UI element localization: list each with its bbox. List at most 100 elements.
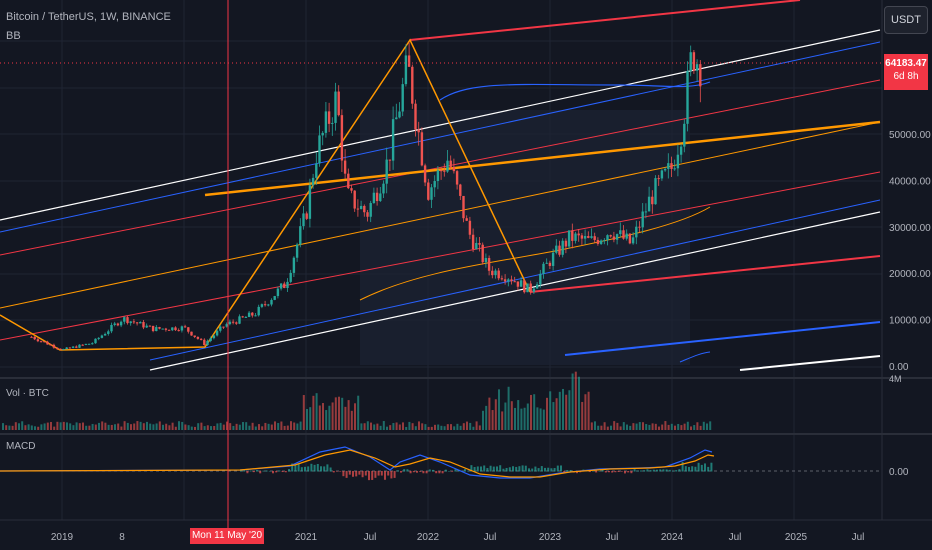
channel-white-lower[interactable] xyxy=(149,211,881,371)
bb-indicator-label[interactable]: BB xyxy=(6,30,21,42)
candle-body xyxy=(97,337,100,339)
volume-bar xyxy=(331,402,334,430)
macd-bar xyxy=(339,471,342,472)
macd-bar xyxy=(243,469,246,472)
macd-bar xyxy=(432,469,434,472)
volume-bar xyxy=(661,424,664,430)
volume-bar xyxy=(514,407,516,430)
candle-body xyxy=(356,208,360,210)
volume-bar xyxy=(680,425,683,430)
candle-body xyxy=(206,340,209,346)
candle-body xyxy=(81,344,84,346)
volume-bar xyxy=(34,426,36,430)
candle-body xyxy=(340,115,344,161)
candle-body xyxy=(439,170,443,172)
candle-body xyxy=(251,312,254,316)
candle-body xyxy=(270,299,273,305)
candle-body xyxy=(116,323,120,326)
channel-orange-lower[interactable] xyxy=(0,121,881,309)
volume-bar xyxy=(104,422,107,430)
macd-bar xyxy=(649,470,652,472)
volume-bar xyxy=(510,401,513,430)
currency-unit-button[interactable]: USDT xyxy=(884,6,928,34)
volume-bar xyxy=(363,423,366,430)
channel-white-bottom[interactable] xyxy=(739,355,881,371)
candle-body xyxy=(331,122,334,124)
macd-bar xyxy=(675,470,678,472)
candle-body xyxy=(366,212,369,217)
volume-bar xyxy=(158,421,161,430)
volume-bar xyxy=(466,421,468,430)
macd-bar xyxy=(348,471,351,475)
candle-body xyxy=(212,335,216,339)
candle-body xyxy=(523,280,526,293)
volume-bar xyxy=(667,424,670,430)
candle-body xyxy=(238,316,241,324)
macd-bar xyxy=(358,471,361,475)
volume-bar xyxy=(491,410,494,430)
candle-body xyxy=(401,84,404,112)
macd-bar xyxy=(588,471,591,473)
volume-bar xyxy=(478,425,481,430)
candle-body xyxy=(551,252,555,266)
macd-bar xyxy=(470,465,473,472)
volume-bar xyxy=(600,425,603,430)
candle-body xyxy=(548,262,552,266)
candle-body xyxy=(542,263,545,274)
channel-white-upper[interactable] xyxy=(0,29,881,221)
volume-bar xyxy=(101,421,104,430)
channel-red-mid-upper[interactable] xyxy=(0,79,881,256)
volume-bar xyxy=(152,424,155,430)
volume-bar xyxy=(219,422,222,430)
macd-bar xyxy=(604,471,607,473)
macd-bar xyxy=(256,470,258,472)
volume-bar xyxy=(632,423,635,430)
volume-bar xyxy=(645,424,648,430)
candle-body xyxy=(78,344,81,348)
volume-bar xyxy=(562,388,564,430)
candle-body xyxy=(545,262,548,264)
macd-bar xyxy=(313,464,316,472)
volume-bar xyxy=(123,421,126,430)
channel-blue-upper[interactable] xyxy=(0,41,881,233)
macd-bar xyxy=(646,469,649,472)
candle-body xyxy=(247,312,251,317)
drawn-channels[interactable] xyxy=(0,0,881,371)
volume-bar xyxy=(75,422,78,430)
volume-bar xyxy=(405,426,408,430)
candle-body xyxy=(222,326,225,328)
candle-body xyxy=(190,331,193,336)
candle-body xyxy=(219,326,222,331)
macd-bar xyxy=(438,471,441,474)
volume-bar xyxy=(603,422,606,430)
macd-bar xyxy=(489,465,492,472)
candle-body xyxy=(267,304,270,306)
volume-bar xyxy=(322,403,324,430)
candle-body xyxy=(513,281,516,283)
channel-blue-bottom[interactable] xyxy=(564,321,881,356)
macd-bar xyxy=(499,465,502,472)
zigzag-pattern[interactable] xyxy=(0,38,531,351)
channel-orange-thick[interactable] xyxy=(204,120,881,197)
volume-pane-label[interactable]: Vol · BTC xyxy=(6,388,49,399)
volume-bar xyxy=(485,405,488,430)
macd-bar xyxy=(652,469,655,472)
volume-bar xyxy=(162,424,164,430)
candle-body xyxy=(68,347,72,349)
last-price-value: 64183.47 xyxy=(885,58,927,69)
candle-body xyxy=(286,281,289,289)
candle-body xyxy=(273,296,276,300)
channel-red-bottom[interactable] xyxy=(529,255,881,293)
volume-bar xyxy=(536,407,539,430)
volume-bar xyxy=(72,425,75,430)
channel-red-top[interactable] xyxy=(409,0,801,41)
macd-bar xyxy=(323,466,326,472)
volume-bar xyxy=(482,410,484,430)
candlestick-series[interactable] xyxy=(30,42,702,351)
macd-bar xyxy=(300,467,303,472)
volume-bar xyxy=(488,397,491,430)
macd-bar xyxy=(544,467,546,472)
macd-pane-label[interactable]: MACD xyxy=(6,441,36,452)
channel-red-mid-lower[interactable] xyxy=(0,171,881,341)
